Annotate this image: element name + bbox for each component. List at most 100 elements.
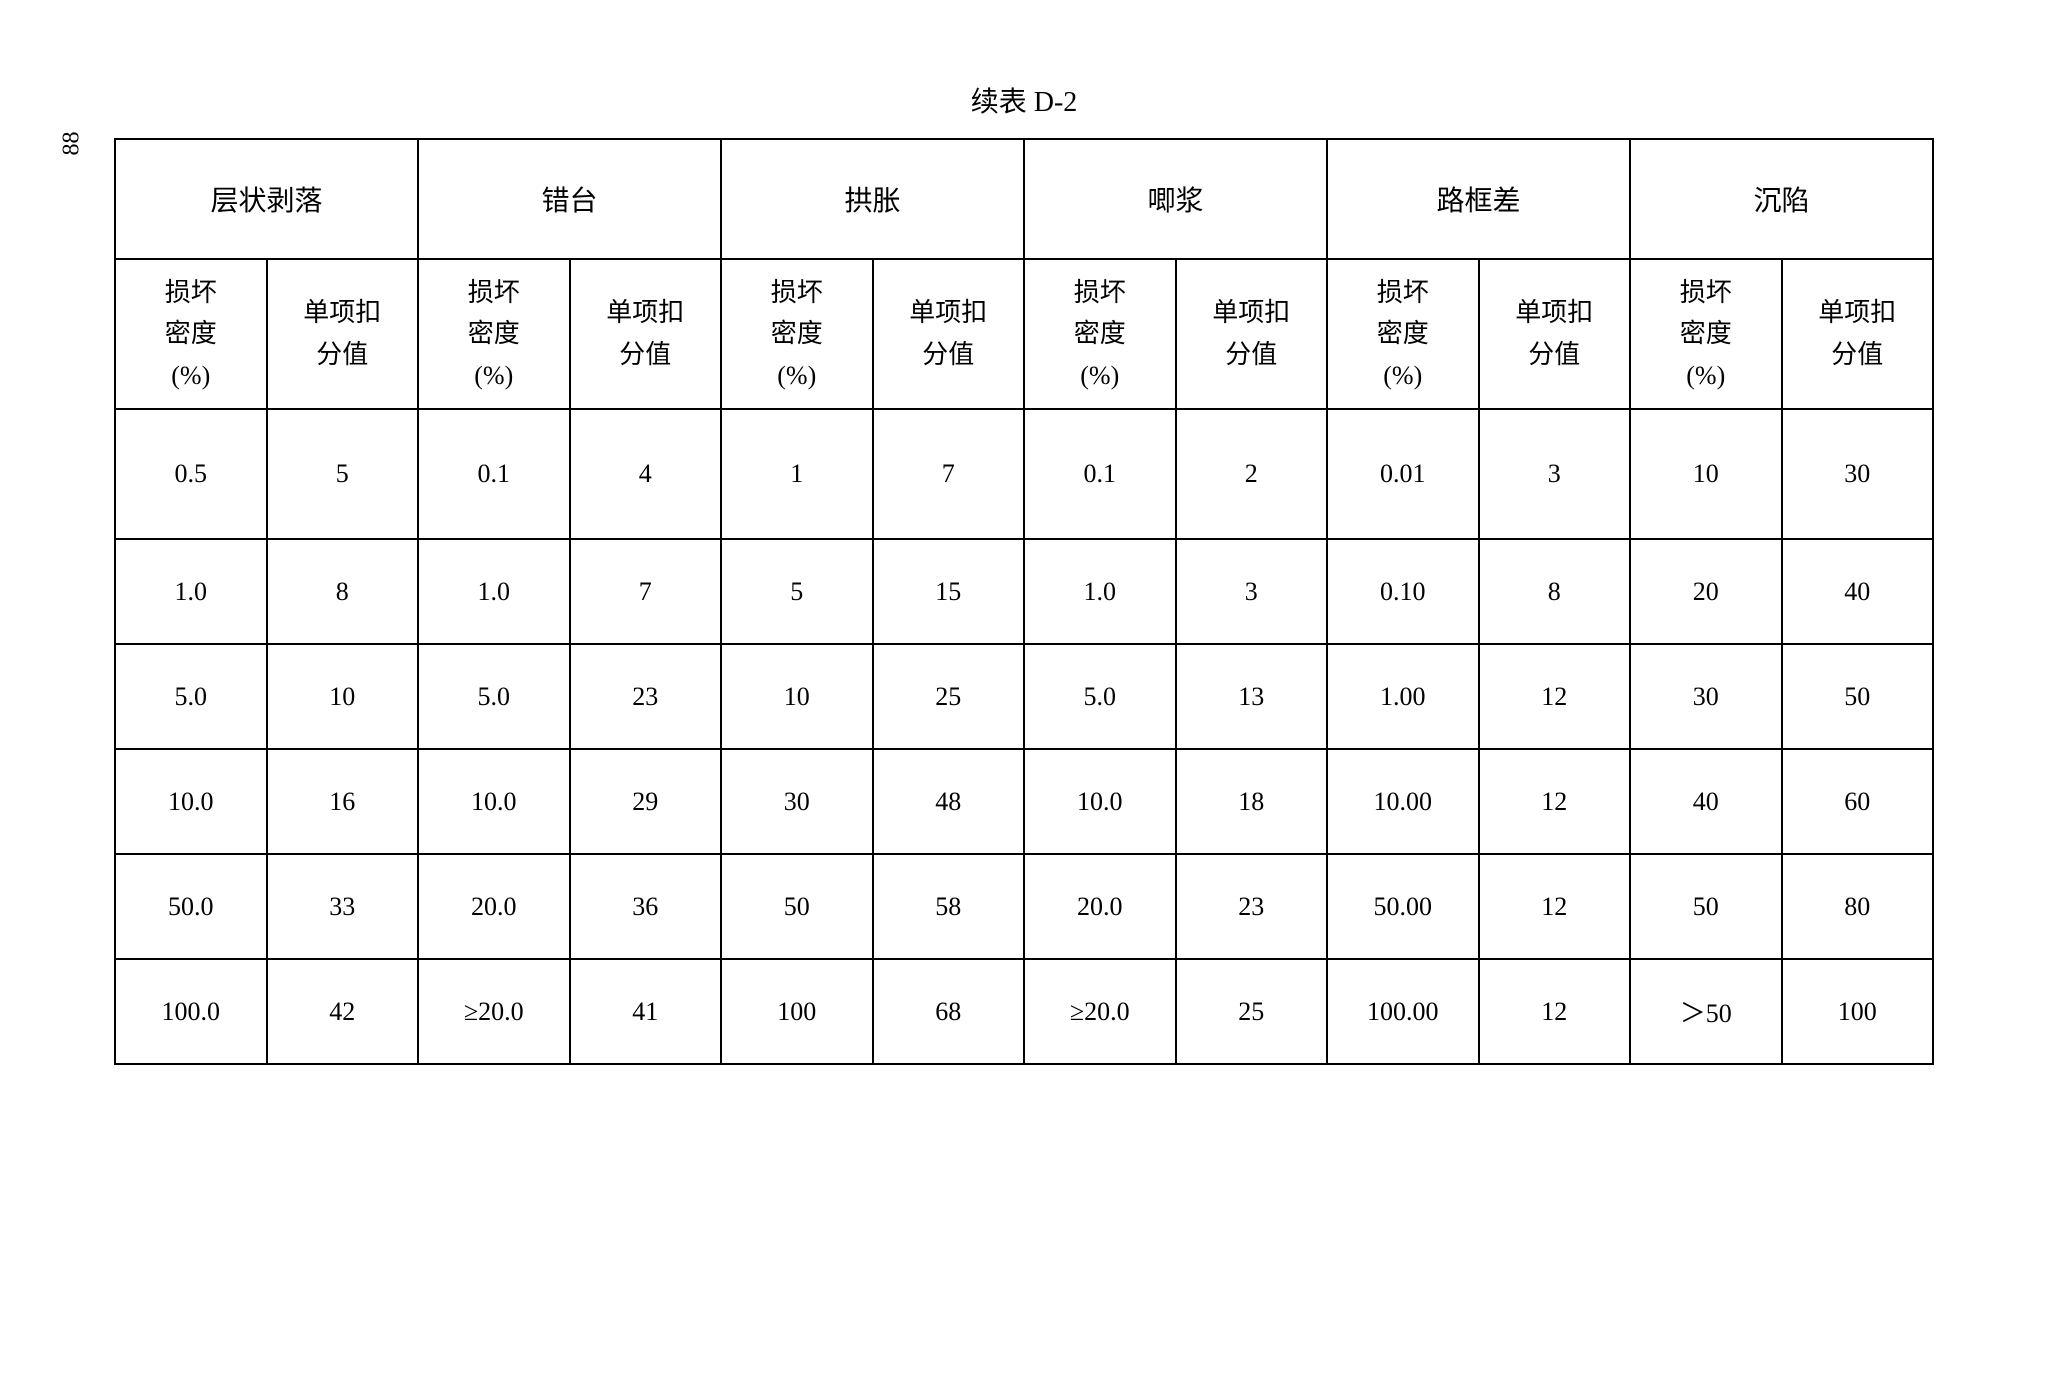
cell: 100 (1782, 959, 1934, 1064)
cell: 1.00 (1327, 644, 1479, 749)
cell: 2 (1176, 409, 1328, 539)
cell: 5.0 (115, 644, 267, 749)
sub-header-score: 单项扣分值 (570, 259, 722, 409)
group-header: 错台 (418, 139, 721, 259)
sub-header-density: 损坏密度(%) (418, 259, 570, 409)
sub-header-density: 损坏密度(%) (721, 259, 873, 409)
cell: 4 (570, 409, 722, 539)
cell: 33 (267, 854, 419, 959)
group-header-row: 层状剥落 错台 拱胀 唧浆 路框差 沉陷 (115, 139, 1933, 259)
cell: 20 (1630, 539, 1782, 644)
cell: 1.0 (1024, 539, 1176, 644)
cell: 36 (570, 854, 722, 959)
cell: 68 (873, 959, 1025, 1064)
cell: 25 (873, 644, 1025, 749)
sub-header-density: 损坏密度(%) (115, 259, 267, 409)
cell: 3 (1479, 409, 1631, 539)
sub-header-density: 损坏密度(%) (1327, 259, 1479, 409)
cell: 10 (721, 644, 873, 749)
sub-header-score: 单项扣分值 (1479, 259, 1631, 409)
cell: 50.00 (1327, 854, 1479, 959)
cell: 0.01 (1327, 409, 1479, 539)
cell: 18 (1176, 749, 1328, 854)
group-header: 层状剥落 (115, 139, 418, 259)
sub-header-score: 单项扣分值 (1782, 259, 1934, 409)
cell: 30 (1630, 644, 1782, 749)
cell: 12 (1479, 959, 1631, 1064)
page-number: 88 (59, 132, 86, 156)
group-header: 唧浆 (1024, 139, 1327, 259)
table-row: 5.0 10 5.0 23 10 25 5.0 13 1.00 12 30 50 (115, 644, 1933, 749)
cell: 5.0 (418, 644, 570, 749)
table-row: 100.0 42 ≥20.0 41 100 68 ≥20.0 25 100.00… (115, 959, 1933, 1064)
cell: 10.00 (1327, 749, 1479, 854)
cell: 50 (1782, 644, 1934, 749)
cell: 25 (1176, 959, 1328, 1064)
cell: 7 (570, 539, 722, 644)
table-row: 10.0 16 10.0 29 30 48 10.0 18 10.00 12 4… (115, 749, 1933, 854)
cell: 100.0 (115, 959, 267, 1064)
cell: 41 (570, 959, 722, 1064)
group-header: 沉陷 (1630, 139, 1933, 259)
cell: 23 (570, 644, 722, 749)
cell: 16 (267, 749, 419, 854)
cell: 10 (267, 644, 419, 749)
cell: ≥20.0 (418, 959, 570, 1064)
sub-header-score: 单项扣分值 (1176, 259, 1328, 409)
cell: 0.5 (115, 409, 267, 539)
sub-header-density: 损坏密度(%) (1024, 259, 1176, 409)
cell: 7 (873, 409, 1025, 539)
table-row: 50.0 33 20.0 36 50 58 20.0 23 50.00 12 5… (115, 854, 1933, 959)
sub-header-score: 单项扣分值 (873, 259, 1025, 409)
cell: 12 (1479, 854, 1631, 959)
cell: 40 (1630, 749, 1782, 854)
cell: 10.0 (1024, 749, 1176, 854)
sub-header-score: 单项扣分值 (267, 259, 419, 409)
cell: 5.0 (1024, 644, 1176, 749)
cell: 48 (873, 749, 1025, 854)
cell: 8 (267, 539, 419, 644)
table-title: 续表 D-2 (100, 80, 1948, 120)
table-row: 1.0 8 1.0 7 5 15 1.0 3 0.10 8 20 40 (115, 539, 1933, 644)
cell: 12 (1479, 749, 1631, 854)
cell: 29 (570, 749, 722, 854)
data-table: 层状剥落 错台 拱胀 唧浆 路框差 沉陷 损坏密度(%) 单项扣分值 损坏密度(… (114, 138, 1934, 1065)
cell: 100 (721, 959, 873, 1064)
cell: ≥20.0 (1024, 959, 1176, 1064)
cell: 15 (873, 539, 1025, 644)
cell: 50 (1630, 854, 1782, 959)
sub-header-row: 损坏密度(%) 单项扣分值 损坏密度(%) 单项扣分值 损坏密度(%) 单项扣分… (115, 259, 1933, 409)
group-header: 拱胀 (721, 139, 1024, 259)
cell: 58 (873, 854, 1025, 959)
cell: 80 (1782, 854, 1934, 959)
group-header: 路框差 (1327, 139, 1630, 259)
table-row: 0.5 5 0.1 4 1 7 0.1 2 0.01 3 10 30 (115, 409, 1933, 539)
cell: 5 (721, 539, 873, 644)
cell: 1.0 (418, 539, 570, 644)
cell: 20.0 (418, 854, 570, 959)
cell: 42 (267, 959, 419, 1064)
cell: 100.00 (1327, 959, 1479, 1064)
cell: 30 (1782, 409, 1934, 539)
cell: 8 (1479, 539, 1631, 644)
cell: 50 (721, 854, 873, 959)
table-body: 0.5 5 0.1 4 1 7 0.1 2 0.01 3 10 30 1.0 8… (115, 409, 1933, 1064)
cell: 30 (721, 749, 873, 854)
cell: 5 (267, 409, 419, 539)
cell: 3 (1176, 539, 1328, 644)
cell: 10.0 (115, 749, 267, 854)
cell: 12 (1479, 644, 1631, 749)
cell: 13 (1176, 644, 1328, 749)
cell: 23 (1176, 854, 1328, 959)
cell: 50.0 (115, 854, 267, 959)
cell: 10 (1630, 409, 1782, 539)
cell: 0.1 (1024, 409, 1176, 539)
cell: 0.1 (418, 409, 570, 539)
sub-header-density: 损坏密度(%) (1630, 259, 1782, 409)
cell: 1.0 (115, 539, 267, 644)
cell: 60 (1782, 749, 1934, 854)
cell: 1 (721, 409, 873, 539)
cell: ＞50 (1630, 959, 1782, 1064)
cell: 40 (1782, 539, 1934, 644)
cell: 0.10 (1327, 539, 1479, 644)
